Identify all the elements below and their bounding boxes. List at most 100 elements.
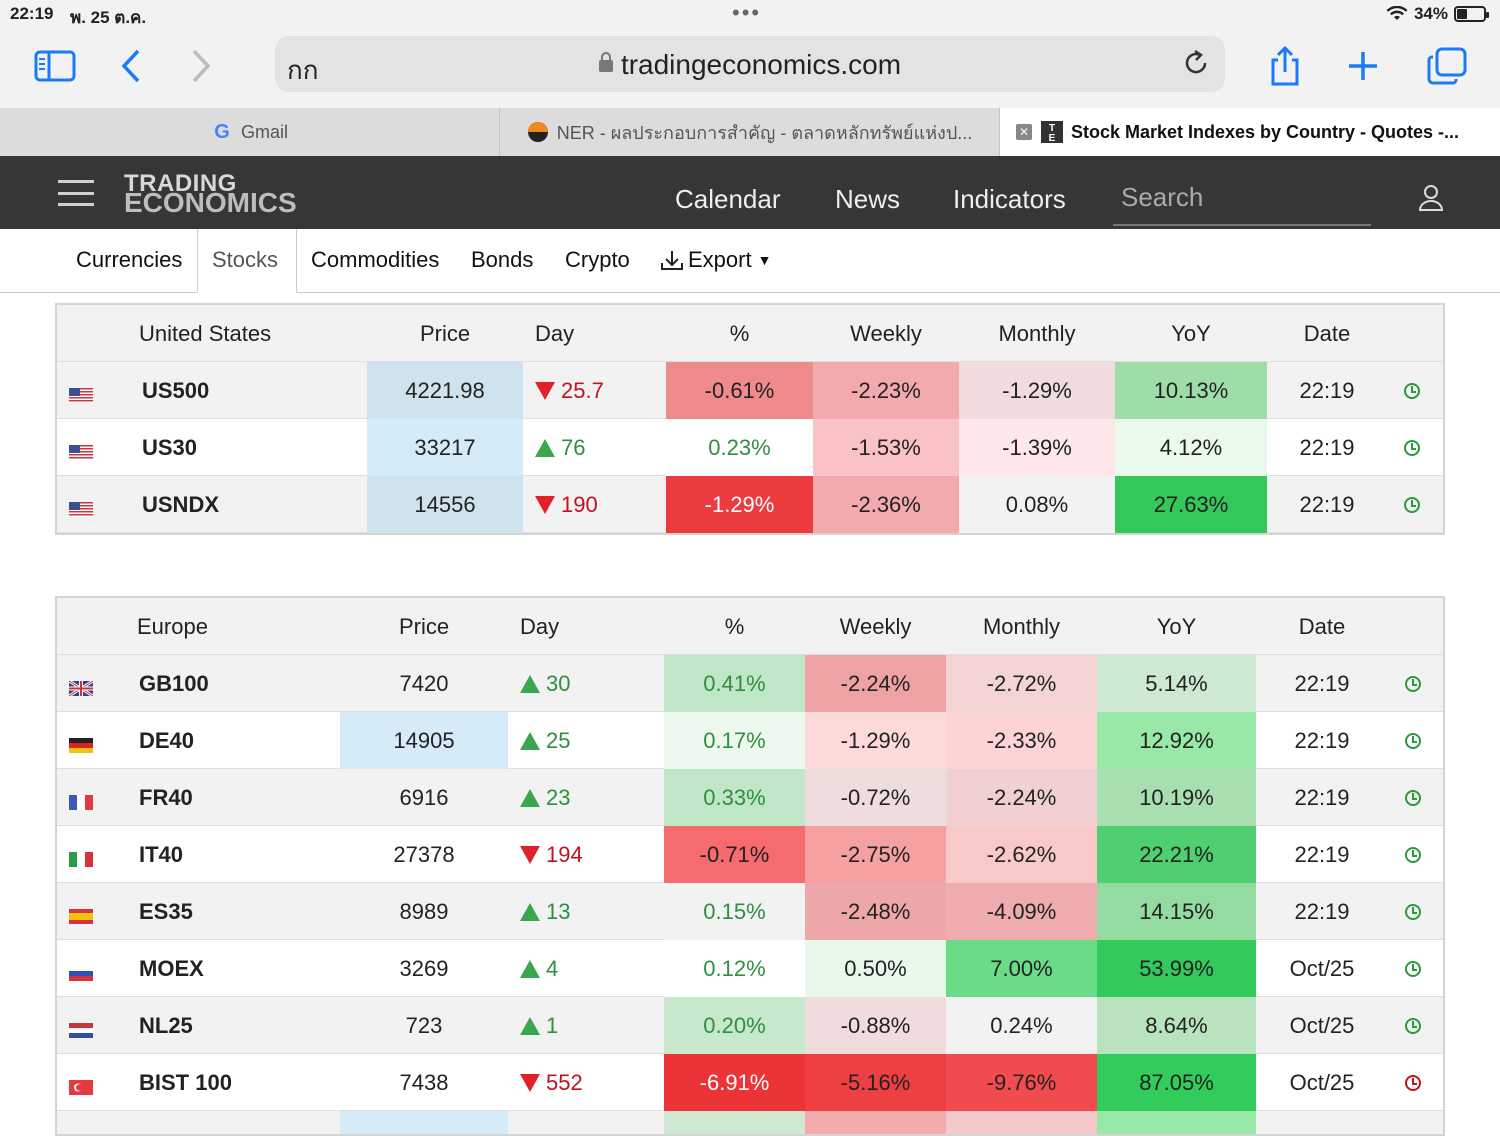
price-cell: 27378	[393, 841, 455, 867]
column-header-weekly[interactable]: Weekly	[839, 613, 912, 639]
index-symbol-link[interactable]: GB100	[139, 670, 209, 696]
column-header-weekly[interactable]: Weekly	[850, 320, 922, 346]
reload-icon[interactable]	[1181, 48, 1211, 83]
live-clock-icon[interactable]	[1393, 883, 1433, 940]
nav-news[interactable]: News	[835, 184, 901, 214]
column-header-pct[interactable]: %	[729, 320, 750, 346]
table-row[interactable]: IT40 27378 194 -0.71% -2.75% -2.62% 22.21% 22:1…	[57, 826, 1443, 883]
subnav-currencies[interactable]: Currencies	[76, 247, 183, 272]
live-clock-icon[interactable]	[1393, 655, 1433, 712]
index-symbol-link[interactable]: BIST 100	[139, 1069, 232, 1095]
address-bar[interactable]: กก tradingeconomics.com	[275, 36, 1225, 92]
live-clock-icon[interactable]	[1392, 362, 1432, 419]
nav-calendar[interactable]: Calendar	[675, 184, 781, 214]
weekly-cell: -2.75%	[805, 826, 946, 883]
sidebar-toggle-icon[interactable]	[32, 44, 78, 88]
live-clock-icon[interactable]	[1393, 1054, 1433, 1111]
user-icon[interactable]	[1418, 184, 1444, 217]
price-cell: 14556	[367, 476, 523, 533]
date-cell: 22:19	[1294, 841, 1350, 867]
column-header-day[interactable]: Day	[520, 613, 560, 639]
live-clock-icon[interactable]	[1392, 419, 1432, 476]
share-icon[interactable]	[1262, 44, 1308, 88]
tab-label: Stock Market Indexes by Country - Quotes…	[1070, 121, 1460, 142]
index-symbol-link[interactable]: MOEX	[139, 955, 204, 981]
price-cell	[340, 1111, 508, 1134]
svg-text:E: E	[1049, 133, 1056, 143]
reader-options-button[interactable]: กก	[287, 55, 319, 85]
subnav-bonds[interactable]: Bonds	[471, 247, 534, 272]
site-header: TRADING ECONOMICS Calendar News Indicato…	[0, 156, 1500, 229]
table-row[interactable]: NL25 723 1 0.20% -0.88% 0.24% 8.64% Oct/25	[57, 997, 1443, 1054]
column-header-header[interactable]: United States	[139, 320, 272, 346]
table-row[interactable]: FR40 6916 23 0.33% -0.72% -2.24% 10.19% 22:19	[57, 769, 1443, 826]
live-clock-icon[interactable]	[1393, 712, 1433, 769]
yoy-cell: 12.92%	[1097, 712, 1256, 769]
nav-indicators[interactable]: Indicators	[953, 184, 1066, 214]
table-row[interactable]: USNDX 14556 190 -1.29% -2.36% 0.08% 27.63% 22:1…	[57, 476, 1443, 533]
column-header-date[interactable]: Date	[1303, 320, 1351, 346]
site-logo[interactable]: TRADING ECONOMICS	[124, 170, 297, 218]
table-row[interactable]: ES35 8989 13 0.15% -2.48% -4.09% 14.15% 22:19	[57, 883, 1443, 940]
weekly-cell: -1.29%	[805, 712, 946, 769]
subnav-crypto[interactable]: Crypto	[565, 247, 630, 272]
back-icon[interactable]	[108, 44, 154, 88]
price-cell: 14905	[340, 712, 508, 769]
index-symbol-link[interactable]: USNDX	[142, 491, 220, 517]
weekly-cell: -2.48%	[805, 883, 946, 940]
subnav-commodities[interactable]: Commodities	[311, 247, 440, 272]
new-tab-icon[interactable]	[1340, 44, 1386, 88]
day-change-cell: 190	[523, 476, 666, 533]
column-header-header[interactable]: Europe	[137, 613, 208, 639]
live-clock-icon[interactable]	[1393, 769, 1433, 826]
table-row[interactable]: DE40 14905 25 0.17% -1.29% -2.33% 12.92% 22:19	[57, 712, 1443, 769]
column-header-price[interactable]: Price	[398, 613, 450, 639]
search-input[interactable]: Search	[1113, 178, 1371, 226]
index-symbol-link[interactable]: NL25	[139, 1012, 193, 1038]
up-arrow-icon	[520, 1016, 540, 1035]
weekly-cell: -0.88%	[805, 997, 946, 1054]
column-header-price[interactable]: Price	[419, 320, 471, 346]
column-header-pct[interactable]: %	[724, 613, 745, 639]
live-clock-icon[interactable]	[1393, 826, 1433, 883]
table-row[interactable]	[57, 1111, 1443, 1134]
day-change-value: 190	[561, 491, 598, 517]
column-header-yoy[interactable]: YoY	[1156, 613, 1197, 639]
table-row[interactable]: US500 4221.98 25.7 -0.61% -2.23% -1.29% 10.13%…	[57, 362, 1443, 419]
column-header-monthly[interactable]: Monthly	[998, 320, 1076, 346]
index-symbol-link[interactable]: DE40	[139, 727, 195, 753]
price-cell: 3269	[399, 955, 449, 981]
export-button[interactable]: Export ▼	[660, 247, 771, 273]
column-header-day[interactable]: Day	[535, 320, 575, 346]
clock-icon	[1405, 732, 1421, 749]
index-symbol-link[interactable]: US30	[142, 434, 198, 460]
tab-gmail[interactable]: G Gmail	[0, 108, 500, 156]
monthly-cell: -1.29%	[959, 362, 1115, 419]
live-clock-icon[interactable]	[1393, 997, 1433, 1054]
country-flag-icon	[69, 440, 93, 460]
subnav-stocks[interactable]: Stocks	[212, 247, 279, 272]
index-symbol-link[interactable]: IT40	[139, 841, 184, 867]
tab-ner[interactable]: NER - ผลประกอบการสำคัญ - ตลาดหลักทรัพย์แ…	[500, 108, 1000, 156]
up-arrow-icon	[520, 674, 540, 693]
menu-icon[interactable]	[58, 180, 94, 206]
table-row[interactable]: MOEX 3269 4 0.12% 0.50% 7.00% 53.99% Oct/25	[57, 940, 1443, 997]
table-row[interactable]: US30 33217 76 0.23% -1.53% -1.39% 4.12% 22:19	[57, 419, 1443, 476]
column-header-date[interactable]: Date	[1298, 613, 1346, 639]
index-symbol-link[interactable]: ES35	[139, 898, 193, 924]
table-row[interactable]: GB100 7420 30 0.41% -2.24% -2.72% 5.14% 22:19	[57, 655, 1443, 712]
table-row[interactable]: BIST 100 7438 552 -6.91% -5.16% -9.76% 87.05% O…	[57, 1054, 1443, 1111]
forward-icon[interactable]	[178, 44, 224, 88]
live-clock-icon[interactable]	[1392, 476, 1432, 533]
column-header-monthly[interactable]: Monthly	[982, 613, 1061, 639]
tabs-overview-icon[interactable]	[1424, 44, 1470, 88]
column-header-yoy[interactable]: YoY	[1171, 320, 1211, 346]
close-tab-icon[interactable]: ✕	[1016, 124, 1032, 140]
url-text[interactable]: tradingeconomics.com	[620, 49, 902, 80]
date-cell: 22:19	[1294, 898, 1350, 924]
index-symbol-link[interactable]: FR40	[139, 784, 193, 810]
index-symbol-link[interactable]: US500	[142, 377, 210, 403]
live-clock-icon[interactable]	[1393, 940, 1433, 997]
multitask-dots-icon[interactable]: •••	[732, 0, 762, 25]
